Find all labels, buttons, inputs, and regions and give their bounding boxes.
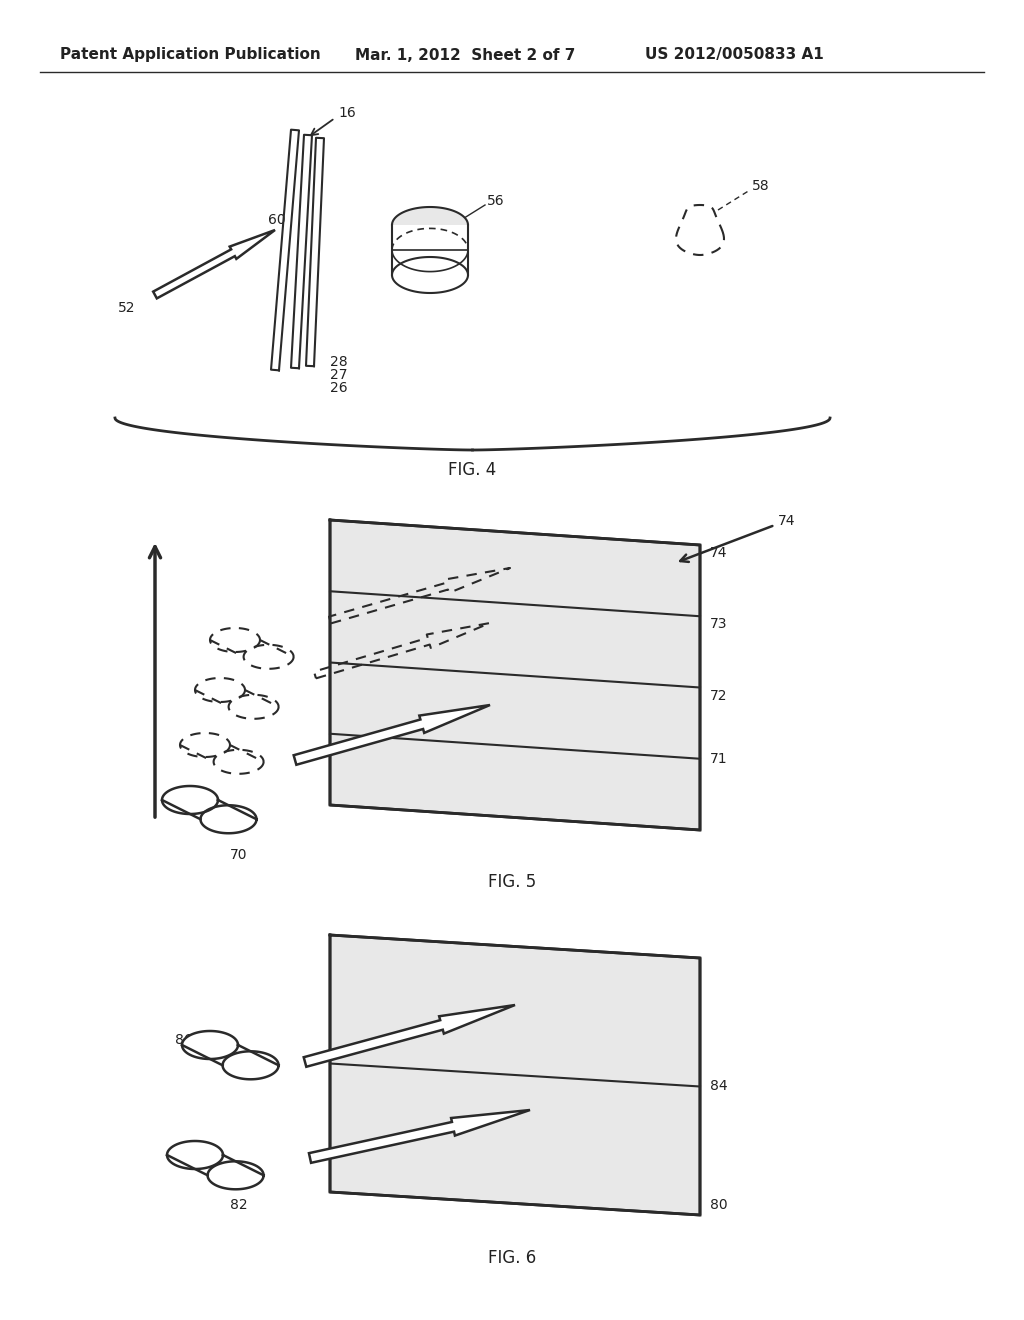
Text: Mar. 1, 2012  Sheet 2 of 7: Mar. 1, 2012 Sheet 2 of 7 (355, 48, 575, 62)
Text: 71: 71 (710, 752, 728, 766)
Text: 52: 52 (118, 301, 135, 315)
Polygon shape (182, 1031, 238, 1059)
Polygon shape (392, 257, 468, 293)
Polygon shape (214, 750, 263, 774)
Polygon shape (330, 520, 700, 830)
Text: 26: 26 (330, 381, 347, 395)
Polygon shape (154, 230, 275, 298)
Text: 73: 73 (710, 618, 727, 631)
Polygon shape (208, 1162, 263, 1189)
Text: 60: 60 (268, 213, 286, 227)
Polygon shape (162, 800, 285, 820)
Polygon shape (271, 129, 299, 371)
Polygon shape (309, 1110, 530, 1163)
Text: 80: 80 (710, 1199, 728, 1212)
Text: FIG. 5: FIG. 5 (487, 873, 537, 891)
Text: FIG. 4: FIG. 4 (449, 461, 497, 479)
Polygon shape (244, 644, 294, 669)
Polygon shape (294, 705, 490, 764)
Text: 82: 82 (230, 1199, 248, 1212)
Text: 74: 74 (778, 513, 796, 528)
Text: 58: 58 (752, 180, 770, 193)
Polygon shape (210, 628, 260, 652)
Polygon shape (182, 1045, 306, 1065)
Polygon shape (291, 135, 312, 368)
Polygon shape (210, 640, 318, 657)
Polygon shape (195, 690, 303, 706)
Text: 70: 70 (230, 847, 248, 862)
Polygon shape (167, 1140, 223, 1170)
Polygon shape (180, 744, 289, 762)
Text: US 2012/0050833 A1: US 2012/0050833 A1 (645, 48, 823, 62)
Text: Patent Application Publication: Patent Application Publication (60, 48, 321, 62)
Polygon shape (392, 207, 468, 243)
Polygon shape (228, 694, 279, 719)
Text: 27: 27 (330, 368, 347, 381)
Polygon shape (180, 733, 230, 756)
Text: 28: 28 (330, 355, 347, 370)
Polygon shape (201, 805, 256, 833)
Polygon shape (222, 1051, 279, 1080)
Polygon shape (330, 935, 700, 1214)
Text: 72: 72 (710, 689, 727, 702)
Polygon shape (304, 1005, 515, 1067)
Text: 16: 16 (338, 106, 355, 120)
Polygon shape (167, 1155, 292, 1175)
Text: 56: 56 (487, 194, 505, 209)
Text: FIG. 6: FIG. 6 (487, 1249, 537, 1267)
Polygon shape (392, 224, 468, 275)
Text: 84: 84 (710, 1078, 728, 1093)
Polygon shape (306, 137, 324, 366)
Polygon shape (162, 785, 218, 814)
Polygon shape (195, 678, 245, 702)
Text: 86: 86 (175, 1034, 193, 1047)
Text: 74: 74 (710, 546, 727, 560)
